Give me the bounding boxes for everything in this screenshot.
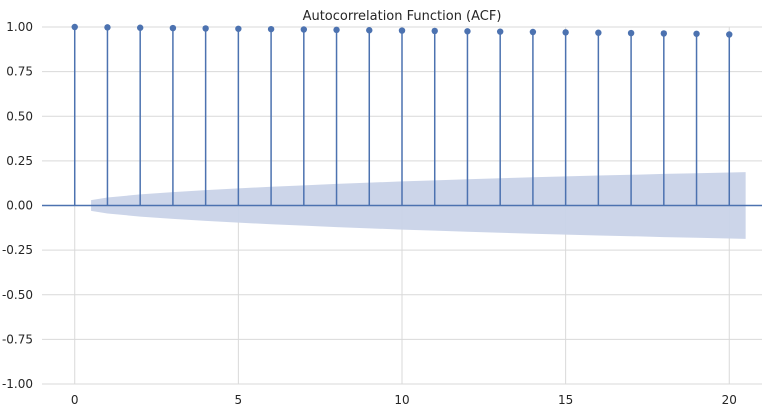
acf-point (464, 28, 471, 35)
y-tick-label: 0.25 (6, 154, 33, 168)
acf-point (562, 29, 569, 36)
acf-point (595, 29, 602, 36)
acf-point (202, 25, 209, 32)
y-tick-label: -0.25 (2, 243, 33, 257)
y-tick-label: -1.00 (2, 377, 33, 391)
y-tick-label: -0.75 (2, 332, 33, 346)
acf-point (136, 24, 144, 31)
acf-point (431, 27, 438, 35)
acf-stems (71, 23, 733, 206)
y-tick-labels: -1.00 -0.75 -0.50 -0.25 0.00 0.25 0.50 0.75 1.00 (2, 20, 33, 391)
acf-point (627, 29, 635, 37)
y-tick-label: 0.00 (6, 199, 33, 213)
x-tick-label: 10 (394, 393, 409, 407)
acf-point (660, 30, 668, 37)
acf-point (366, 27, 373, 34)
x-tick-label: 20 (722, 393, 737, 407)
y-tick-label: 0.75 (6, 65, 33, 79)
acf-point (267, 25, 275, 33)
x-tick-label: 0 (71, 393, 79, 407)
acf-point (529, 28, 537, 36)
acf-point (235, 25, 242, 32)
acf-point (496, 28, 504, 35)
acf-point (71, 23, 78, 31)
acf-point (104, 24, 111, 31)
y-tick-label: 0.50 (6, 109, 33, 123)
chart-title: Autocorrelation Function (ACF) (303, 9, 502, 24)
y-tick-label: 1.00 (6, 20, 33, 34)
x-tick-label: 5 (235, 393, 243, 407)
y-tick-label: -0.50 (2, 288, 33, 302)
x-tick-labels: 0 5 10 15 20 (71, 393, 737, 407)
acf-point (333, 26, 340, 34)
acf-point (169, 24, 177, 32)
acf-point (398, 27, 406, 34)
acf-point (693, 30, 700, 37)
acf-point (726, 31, 733, 38)
acf-point (300, 26, 308, 33)
x-tick-label: 15 (558, 393, 573, 407)
